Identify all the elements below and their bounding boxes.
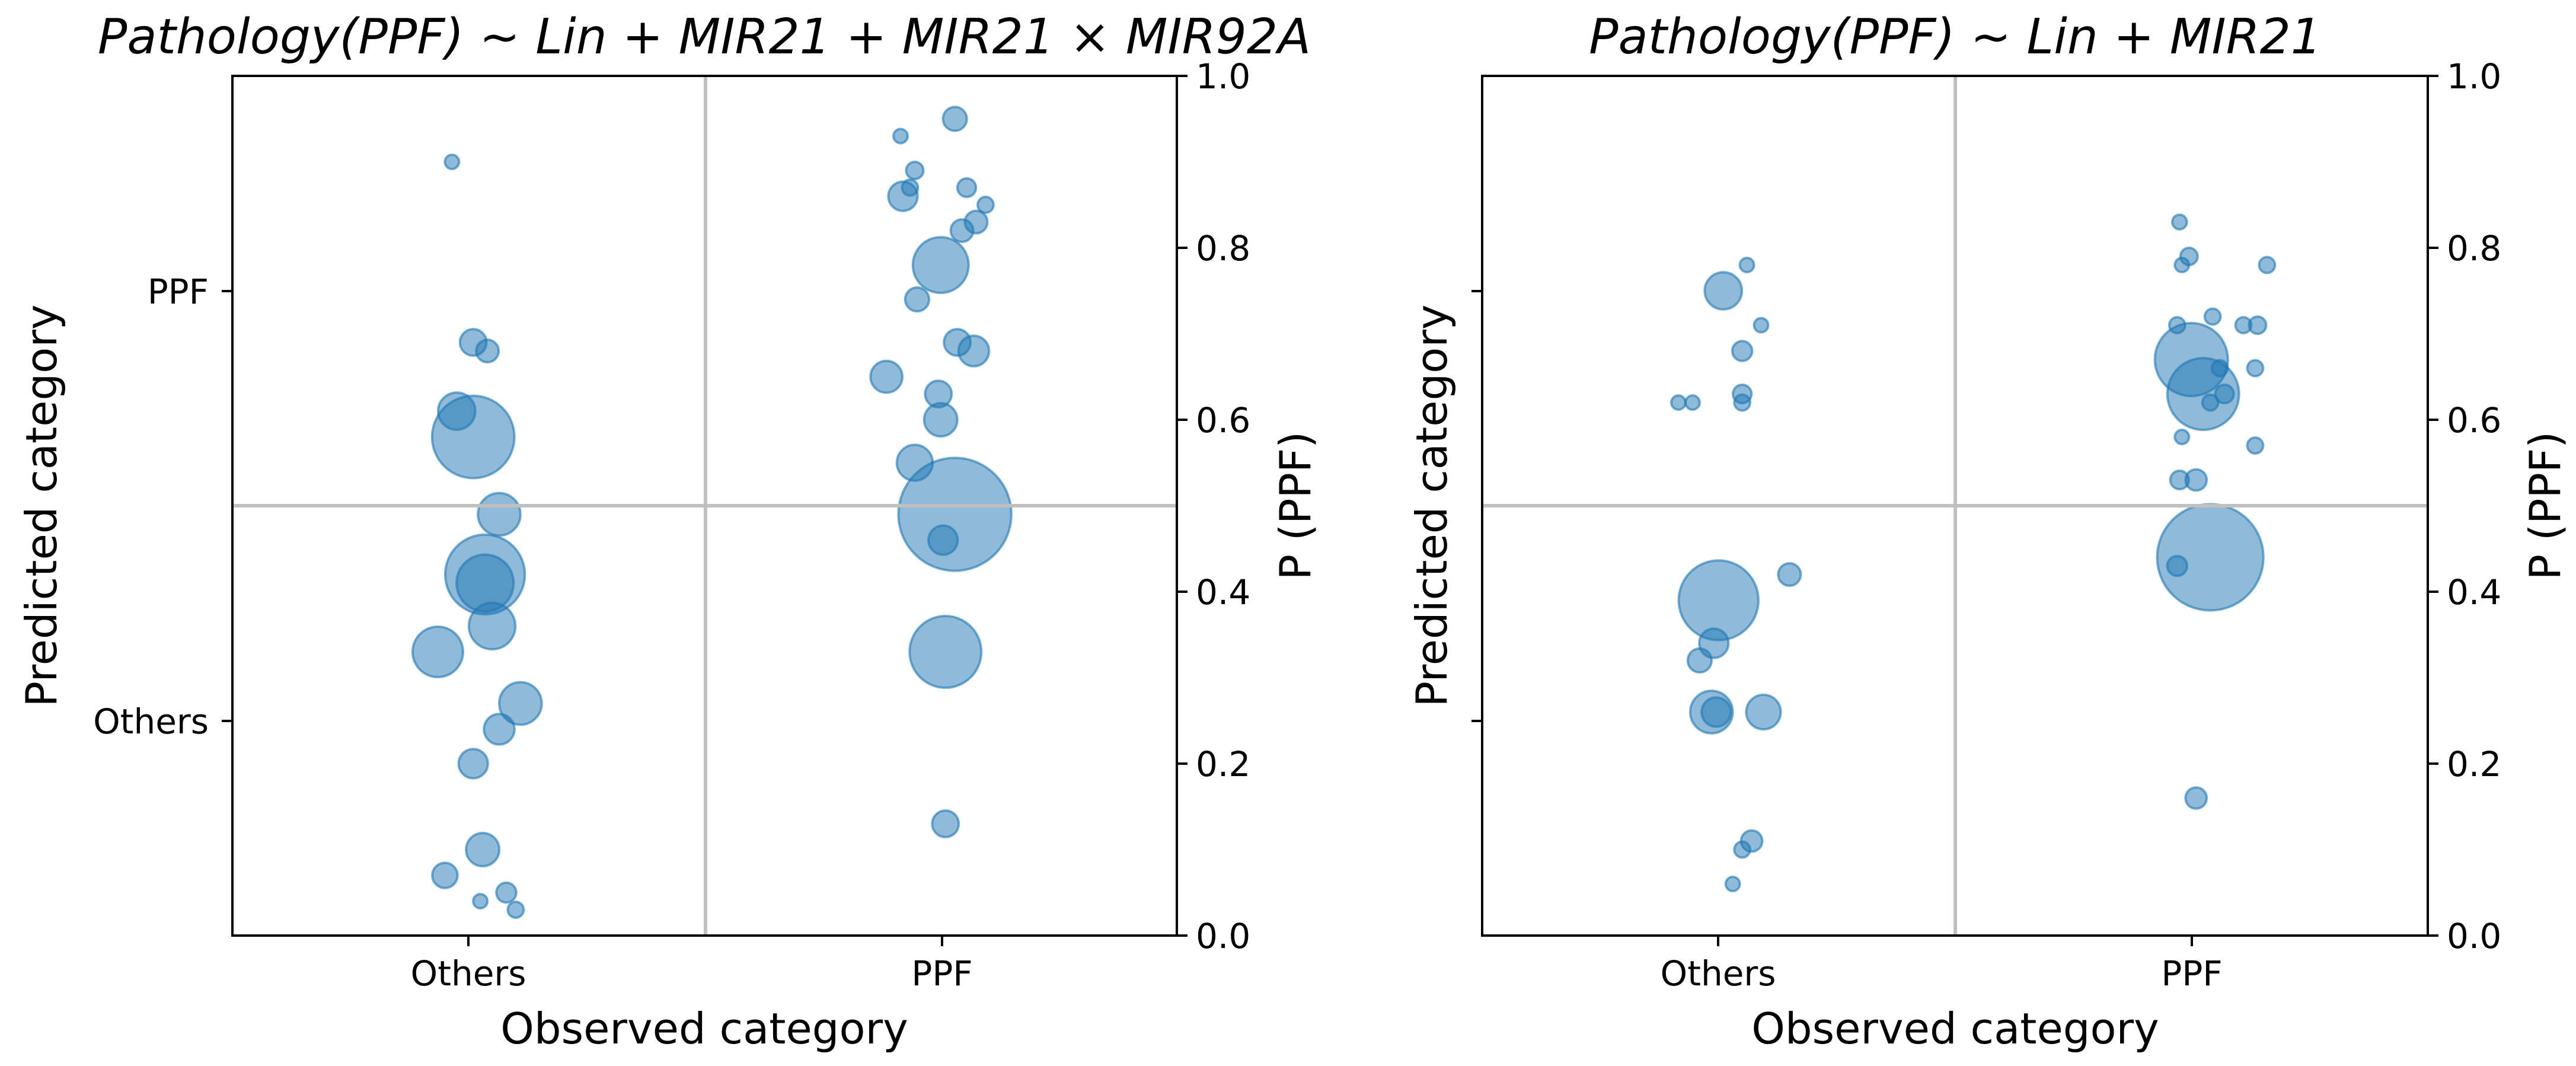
data-point-bubble [1745,693,1782,731]
data-point-bubble [1700,696,1732,728]
plot-frame [1481,75,2429,937]
y-right-tick-label: 0.0 [2447,916,2501,956]
data-point-bubble [922,402,959,438]
data-point-bubble [506,901,525,919]
y-left-axis-label: Predicted category [17,304,66,707]
data-point-bubble [2169,469,2190,491]
y-right-ticks: 0.0 0.2 0.4 0.6 0.8 1.0 [2428,56,2501,956]
x-axis-label: Observed category [500,1004,908,1054]
data-point-bubble [908,615,983,689]
data-point-bubble [1677,559,1760,641]
data-point-bubble [467,601,517,651]
data-point-bubble [2201,393,2220,412]
x-tick-label-ppf: PPF [911,953,972,994]
data-point-bubble [1703,271,1744,311]
data-point-bubble [495,881,518,904]
y-right-ticks: 0.0 0.2 0.4 0.6 0.8 1.0 [1177,56,1250,956]
data-point-bubble [904,286,931,313]
data-point-bubble [411,625,465,679]
data-point-bubble [1731,340,1754,362]
data-point-bubble [2234,316,2253,334]
data-point-bubble [457,748,489,780]
data-point-bubble [465,832,501,867]
y-right-tick-label: 0.2 [2447,744,2501,784]
y-right-tick-label: 1.0 [2447,56,2501,97]
data-point-bubble [475,338,500,364]
data-point-bubble [1753,317,1770,334]
data-point-bubble [483,713,516,746]
data-point-bubble [2170,213,2188,231]
data-point-bubble [869,359,904,394]
data-point-bubble [941,106,968,132]
data-point-bubble [2173,257,2191,273]
y-left-axis-label: Predicted category [1407,304,1457,707]
y-right-tick-label: 0.6 [1196,400,1250,441]
data-point-bubble [498,681,543,726]
data-point-bubble [2166,357,2240,431]
data-point-bubble [897,457,1013,572]
data-point-bubble [956,177,978,199]
data-point-bubble [1670,394,1687,411]
data-point-bubble [949,218,975,244]
data-point-bubble [1724,876,1741,892]
data-point-bubble [976,196,995,214]
y-right-tick-label: 1.0 [1196,56,1250,97]
chart-title: Pathology(PPF) ~ Lin + MIR21 + MIR21 × M… [98,9,1311,65]
data-point-bubble [1733,393,1752,412]
y-right-tick-label: 0.0 [1196,916,1250,956]
data-point-bubble [2214,383,2235,405]
data-point-bubble [2246,436,2265,455]
data-point-bubble [431,861,459,889]
data-point-bubble [430,394,516,480]
y-right-tick-label: 0.4 [1196,572,1250,612]
y-right-tick-label: 0.4 [2447,572,2501,612]
data-point-bubble [477,491,522,537]
data-point-bubble [931,809,960,838]
data-point-bubble [472,893,489,909]
data-point-bubble [1733,840,1752,859]
data-point-bubble [1686,647,1713,674]
data-point-bubble [2166,554,2189,577]
data-point-bubble [887,180,919,212]
y-right-axis-label: P (PPF) [1271,432,1320,580]
plot-frame [231,75,1178,937]
chart-panel-left: Pathology(PPF) ~ Lin + MIR21 + MIR21 × M… [17,9,1320,1054]
data-point-bubble [2173,429,2191,445]
bubble-layer [1670,213,2277,892]
data-point-bubble [2203,307,2222,326]
y-right-tick-label: 0.8 [2447,228,2501,269]
data-point-bubble [2246,359,2265,378]
data-point-bubble [892,127,909,145]
chart-panel-right: Pathology(PPF) ~ Lin + MIR21 Others PPF … [1407,9,2570,1054]
chart-title: Pathology(PPF) ~ Lin + MIR21 [1589,9,2322,65]
data-point-bubble [957,334,991,368]
x-tick-label-ppf: PPF [2161,953,2222,994]
data-point-bubble [1738,257,1755,273]
y-left-tick-label-ppf: PPF [148,272,209,312]
x-tick-label-others: Others [1661,953,1776,994]
y-right-axis-label: P (PPF) [2520,432,2570,580]
data-point-bubble [927,524,959,556]
data-point-bubble [1684,394,1701,411]
bubble-layer [411,106,1013,919]
y-right-tick-label: 0.6 [2447,400,2501,441]
data-point-bubble [911,235,970,295]
y-right-tick-label: 0.8 [1196,228,1250,269]
data-point-bubble [2258,256,2277,275]
x-tick-label-others: Others [411,953,526,994]
y-left-tick-label-others: Others [93,701,209,742]
data-point-bubble [2184,786,2208,810]
y-right-tick-label: 0.2 [1196,744,1250,784]
data-point-bubble [1777,561,1802,588]
x-axis-label: Observed category [1751,1004,2159,1054]
data-point-bubble [905,160,925,181]
data-point-bubble [443,154,461,170]
